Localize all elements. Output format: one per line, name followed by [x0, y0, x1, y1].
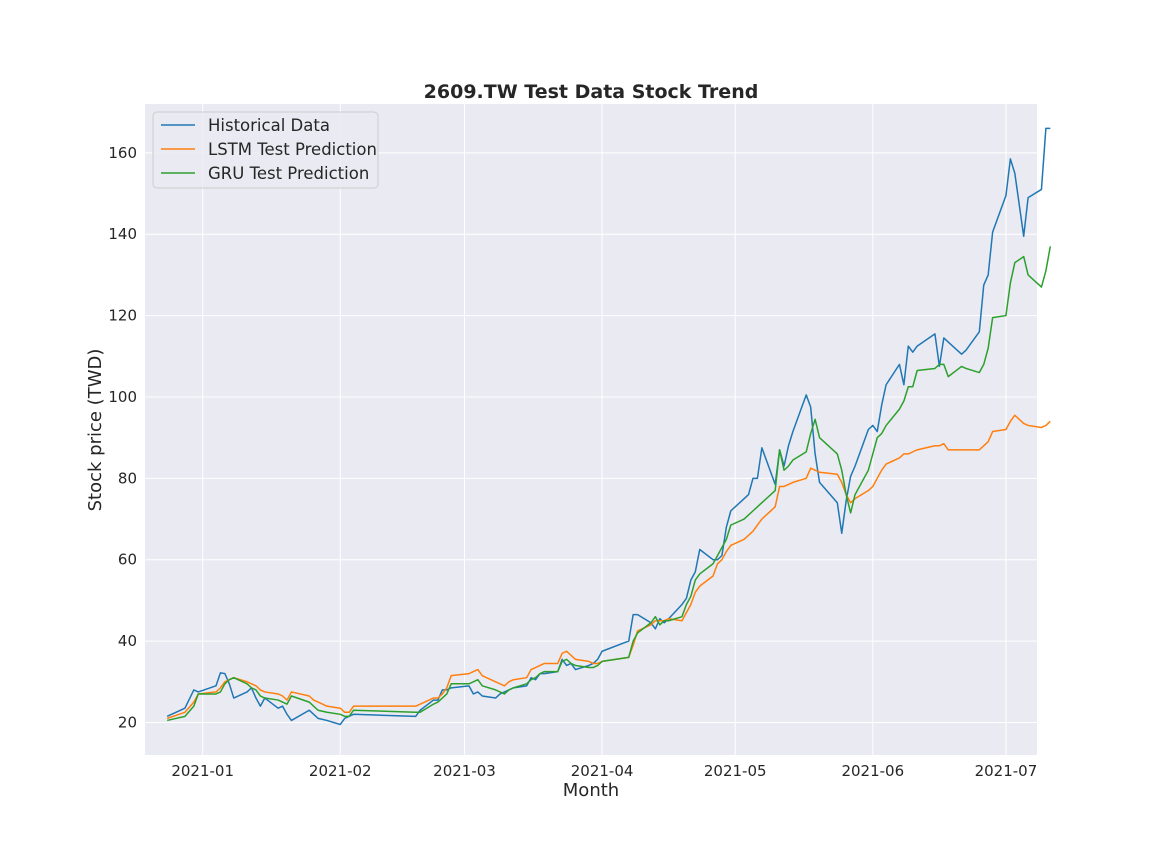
y-tick-label: 20 [118, 713, 137, 731]
series-line-1 [166, 127, 1051, 726]
series-line-3 [167, 246, 1052, 722]
plot-area-background [145, 104, 1037, 755]
y-axis-tick-labels: 20 40 60 80 100 120 140 160 [108, 144, 137, 732]
x-tick-label: 2021-04 [571, 762, 634, 780]
x-tick-label: 2021-02 [309, 762, 372, 780]
chart-title: 2609.TW Test Data Stock Trend [424, 81, 759, 103]
y-tick-label: 160 [108, 144, 137, 162]
series-lines [166, 127, 1052, 726]
x-tick-label: 2021-07 [975, 762, 1038, 780]
series-line-2 [166, 414, 1051, 720]
y-tick-label: 60 [118, 551, 137, 569]
legend-box [152, 111, 379, 189]
legend-label: GRU Test Prediction [208, 164, 369, 183]
y-tick-label: 100 [108, 388, 137, 406]
y-tick-label: 40 [118, 632, 137, 650]
x-tick-label: 2021-03 [433, 762, 496, 780]
x-axis-label: Month [563, 780, 619, 801]
y-axis-label: Stock price (TWD) [85, 349, 106, 512]
x-tick-label: 2021-05 [704, 762, 767, 780]
y-tick-label: 80 [118, 469, 137, 487]
x-tick-label: 2021-06 [841, 762, 904, 780]
grid-lines [145, 104, 1037, 755]
y-tick-label: 140 [108, 225, 137, 243]
legend-label: LSTM Test Prediction [208, 140, 377, 159]
x-axis-tick-labels: 2021-01 2021-02 2021-03 2021-04 2021-05 2021-… [171, 762, 1037, 780]
legend-label: Historical Data [208, 116, 330, 135]
y-tick-label: 120 [108, 307, 137, 325]
x-tick-label: 2021-01 [171, 762, 234, 780]
legend: Historical Data LSTM Test Prediction GRU T… [152, 111, 379, 189]
